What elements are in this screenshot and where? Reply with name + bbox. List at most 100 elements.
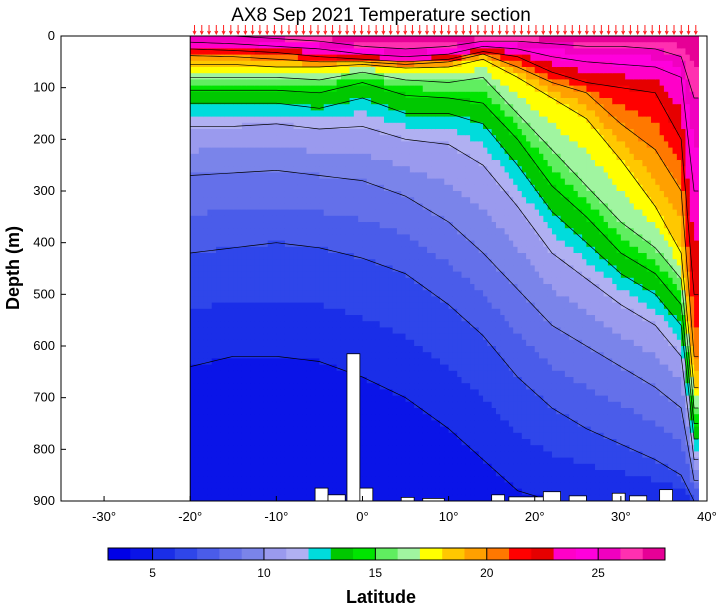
section-cell bbox=[241, 420, 247, 428]
section-cell bbox=[211, 321, 217, 328]
section-cell bbox=[315, 209, 320, 217]
section-cell bbox=[371, 147, 376, 155]
section-cell bbox=[465, 197, 471, 204]
section-cell bbox=[396, 184, 402, 192]
section-cell bbox=[457, 296, 463, 304]
section-cell bbox=[392, 104, 398, 111]
section-cell bbox=[254, 290, 260, 297]
section-cell bbox=[457, 383, 463, 390]
section-cell bbox=[461, 333, 467, 341]
section-cell bbox=[418, 141, 424, 149]
section-cell bbox=[388, 48, 394, 56]
section-cell bbox=[272, 172, 277, 180]
section-cell bbox=[422, 253, 428, 260]
section-cell bbox=[461, 370, 467, 378]
section-cell bbox=[448, 482, 454, 490]
section-cell bbox=[302, 488, 308, 496]
section-cell bbox=[431, 408, 437, 415]
section-cell bbox=[254, 284, 260, 291]
section-cell bbox=[362, 42, 368, 49]
section-cell bbox=[190, 346, 196, 353]
section-cell bbox=[366, 358, 372, 366]
section-cell bbox=[241, 240, 247, 248]
section-cell bbox=[384, 488, 389, 496]
section-cell bbox=[340, 457, 346, 465]
section-cell bbox=[349, 228, 355, 235]
section-cell bbox=[293, 457, 299, 465]
section-cell bbox=[207, 445, 213, 452]
section-cell bbox=[280, 358, 286, 366]
section-cell bbox=[319, 463, 325, 471]
section-cell bbox=[349, 277, 355, 285]
section-cell bbox=[384, 184, 389, 192]
section-cell bbox=[289, 470, 295, 477]
section-cell bbox=[435, 141, 441, 149]
section-cell bbox=[345, 73, 351, 80]
section-cell bbox=[241, 346, 247, 353]
section-cell bbox=[250, 259, 256, 266]
section-cell bbox=[241, 191, 247, 198]
section-cell bbox=[379, 308, 385, 316]
section-cell bbox=[388, 116, 394, 124]
section-cell bbox=[470, 222, 476, 229]
section-cell bbox=[435, 222, 441, 229]
section-cell bbox=[328, 135, 333, 142]
section-cell bbox=[345, 184, 351, 192]
section-cell bbox=[345, 191, 351, 198]
section-cell bbox=[207, 414, 213, 421]
section-cell bbox=[353, 228, 359, 235]
section-cell bbox=[457, 184, 463, 192]
section-cell bbox=[207, 321, 213, 328]
section-cell bbox=[418, 420, 424, 428]
section-cell bbox=[293, 321, 299, 328]
section-cell bbox=[306, 116, 312, 124]
section-cell bbox=[444, 135, 450, 142]
section-cell bbox=[336, 308, 342, 316]
section-cell bbox=[259, 451, 265, 459]
section-cell bbox=[457, 135, 463, 142]
section-cell bbox=[379, 346, 385, 353]
section-cell bbox=[439, 91, 445, 99]
section-cell bbox=[409, 339, 415, 347]
section-cell bbox=[362, 222, 368, 229]
section-cell bbox=[198, 67, 204, 74]
section-cell bbox=[207, 333, 213, 341]
section-cell bbox=[246, 370, 252, 378]
section-cell bbox=[306, 259, 312, 266]
section-cell bbox=[409, 36, 415, 43]
section-cell bbox=[284, 290, 290, 297]
section-cell bbox=[340, 308, 346, 316]
section-cell bbox=[461, 463, 467, 471]
section-cell bbox=[207, 470, 213, 477]
section-cell bbox=[293, 203, 299, 211]
section-cell bbox=[405, 463, 411, 471]
section-cell bbox=[233, 197, 239, 204]
section-cell bbox=[353, 172, 359, 180]
section-cell bbox=[302, 302, 308, 310]
section-cell bbox=[190, 265, 196, 273]
section-cell bbox=[409, 67, 415, 74]
section-cell bbox=[302, 67, 308, 74]
section-cell bbox=[246, 439, 252, 446]
section-cell bbox=[319, 135, 325, 142]
section-cell bbox=[388, 488, 394, 496]
section-cell bbox=[211, 191, 217, 198]
section-cell bbox=[427, 494, 432, 501]
section-cell bbox=[263, 116, 269, 124]
section-cell bbox=[297, 488, 303, 496]
section-cell bbox=[315, 271, 320, 279]
section-cell bbox=[427, 451, 432, 459]
section-cell bbox=[263, 488, 269, 496]
section-cell bbox=[293, 358, 299, 366]
section-cell bbox=[405, 352, 411, 359]
section-cell bbox=[272, 98, 277, 105]
section-cell bbox=[431, 277, 437, 285]
section-cell bbox=[284, 482, 290, 490]
section-cell bbox=[284, 79, 290, 87]
section-cell bbox=[384, 79, 389, 87]
section-cell bbox=[349, 240, 355, 248]
section-cell bbox=[409, 352, 415, 359]
section-cell bbox=[198, 197, 204, 204]
section-cell bbox=[289, 364, 295, 372]
section-cell bbox=[345, 160, 351, 167]
